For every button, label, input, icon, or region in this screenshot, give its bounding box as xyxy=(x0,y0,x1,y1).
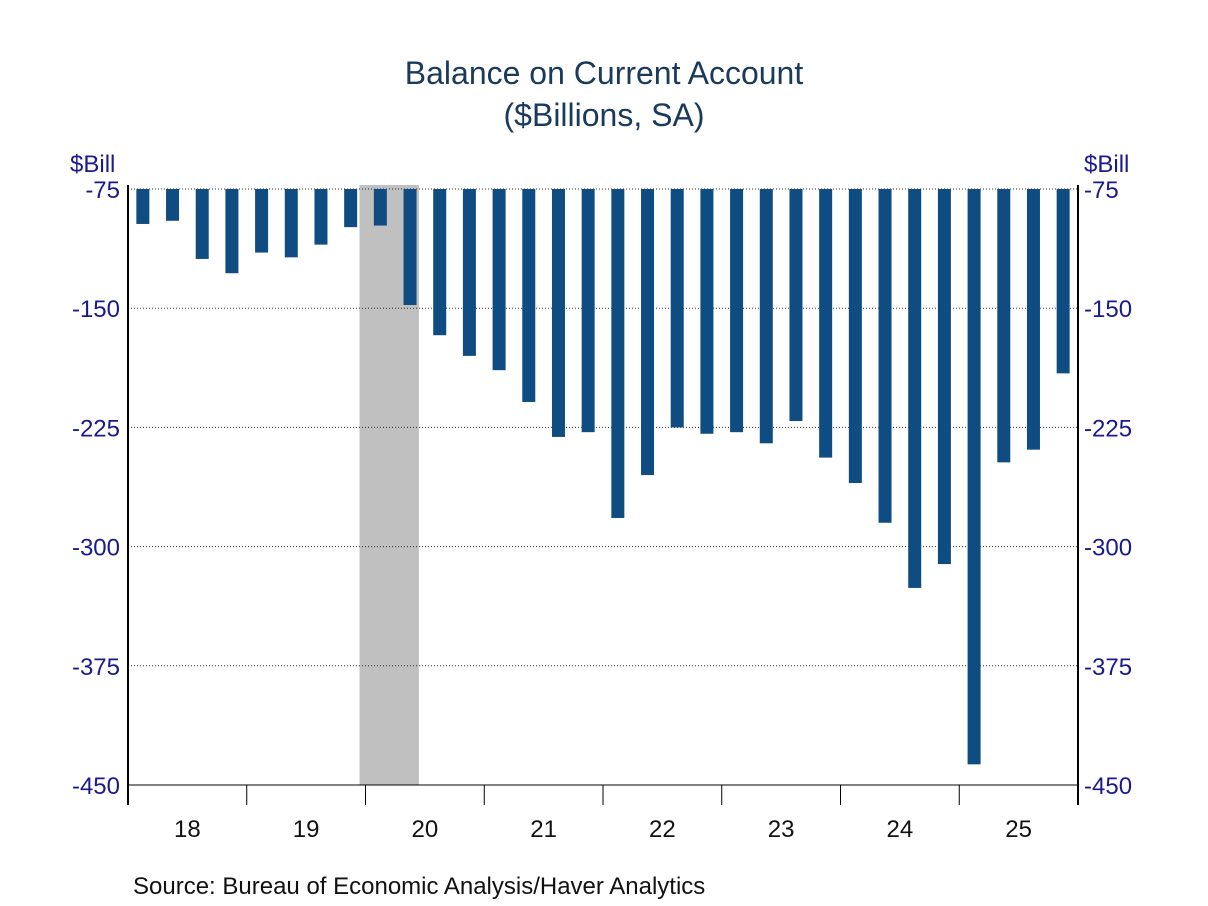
chart-subtitle: ($Billions, SA) xyxy=(504,97,705,133)
bar-2024Q4 xyxy=(937,189,951,565)
y-tick-label-right: -375 xyxy=(1084,654,1132,681)
y-tick-label-right: -450 xyxy=(1084,773,1132,800)
y-tick-label-right: -75 xyxy=(1084,177,1119,204)
bar-2020Q2 xyxy=(403,189,417,306)
bar-2020Q1 xyxy=(373,189,387,226)
bar-2024Q3 xyxy=(908,189,922,588)
bar-2022Q2 xyxy=(641,189,655,476)
bar-2021Q4 xyxy=(581,189,595,433)
bar-2025Q2 xyxy=(997,189,1011,463)
bar-2019Q2 xyxy=(284,189,298,258)
y-tick-label-left: -75 xyxy=(85,177,120,204)
bar-2022Q4 xyxy=(700,189,714,434)
x-tick-label: 22 xyxy=(649,816,676,843)
bar-2019Q3 xyxy=(314,189,328,245)
x-tick-label: 21 xyxy=(530,816,557,843)
x-tick-label: 25 xyxy=(1005,816,1032,843)
bar-2018Q1 xyxy=(136,189,150,224)
y-axis-label-right: $Bill xyxy=(1084,151,1129,178)
x-tick-label: 19 xyxy=(293,816,320,843)
bar-2022Q1 xyxy=(611,189,625,518)
y-tick-label-left: -375 xyxy=(72,654,120,681)
bar-2018Q2 xyxy=(166,189,180,221)
y-tick-label-right: -225 xyxy=(1084,415,1132,442)
y-tick-label-left: -225 xyxy=(72,415,120,442)
bar-2020Q4 xyxy=(462,189,476,356)
bar-2023Q3 xyxy=(789,189,803,422)
bar-2024Q2 xyxy=(878,189,892,523)
chart-title: Balance on Current Account xyxy=(405,55,804,91)
bar-2018Q4 xyxy=(225,189,239,274)
y-tick-label-left: -450 xyxy=(72,773,120,800)
y-tick-label-right: -300 xyxy=(1084,535,1132,562)
y-tick-label-right: -150 xyxy=(1084,296,1132,323)
bar-2022Q3 xyxy=(670,189,684,428)
bar-2025Q1 xyxy=(967,189,981,765)
bar-2020Q3 xyxy=(433,189,447,336)
bar-2021Q3 xyxy=(551,189,565,437)
bar-2023Q4 xyxy=(819,189,833,458)
bar-2019Q4 xyxy=(344,189,358,228)
bar-2021Q2 xyxy=(522,189,536,402)
x-tick-label: 18 xyxy=(174,816,201,843)
bar-2025Q4 xyxy=(1056,189,1070,374)
bar-2019Q1 xyxy=(255,189,269,253)
bar-2023Q1 xyxy=(730,189,744,433)
bar-2024Q1 xyxy=(848,189,862,484)
y-tick-label-left: -150 xyxy=(72,296,120,323)
bar-2025Q3 xyxy=(1026,189,1040,450)
x-tick-label: 24 xyxy=(887,816,914,843)
bar-2021Q1 xyxy=(492,189,506,371)
y-axis-label-left: $Bill xyxy=(70,151,115,178)
y-tick-label-left: -300 xyxy=(72,535,120,562)
bar-2018Q3 xyxy=(195,189,209,259)
bar-2023Q2 xyxy=(759,189,773,444)
source-note: Source: Bureau of Economic Analysis/Have… xyxy=(133,873,705,900)
x-tick-label: 20 xyxy=(412,816,439,843)
x-tick-label: 23 xyxy=(768,816,795,843)
